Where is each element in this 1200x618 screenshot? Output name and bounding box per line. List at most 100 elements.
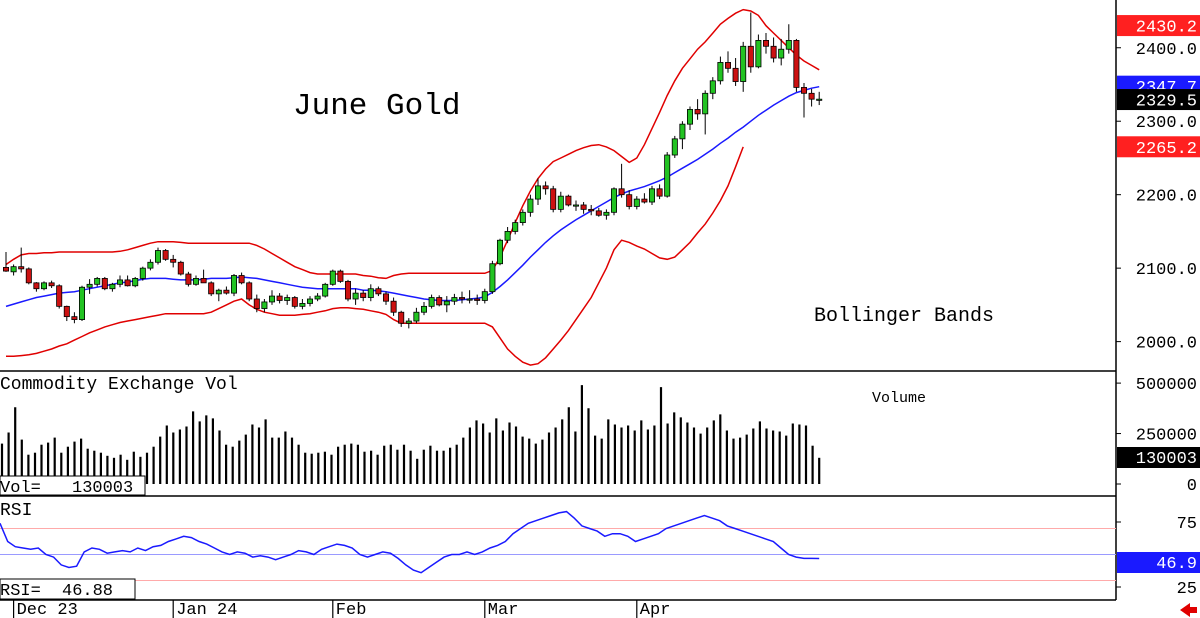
candle-body [200, 278, 207, 284]
candle-body [284, 297, 291, 301]
candle [436, 295, 443, 307]
candle-body [170, 258, 177, 263]
candle [170, 254, 177, 268]
time-axis-label: Jan 24 [176, 601, 237, 618]
candle [618, 163, 625, 198]
candle [557, 191, 564, 213]
candle [398, 310, 405, 327]
candle-body [481, 291, 488, 301]
candle-body [382, 293, 389, 302]
candle-body [785, 40, 792, 50]
candle [687, 106, 694, 131]
candle-body [420, 305, 427, 313]
candle [337, 269, 344, 283]
candle-body [253, 298, 260, 309]
lower-bollinger-band [6, 146, 744, 366]
candle [709, 77, 716, 100]
candle [246, 281, 253, 302]
candle [208, 281, 215, 297]
candle [162, 249, 169, 261]
price-tag-box [1117, 89, 1200, 111]
candle-body [626, 194, 633, 207]
candle [489, 260, 496, 294]
candle-body [101, 278, 108, 290]
time-axis-label: Apr [640, 601, 671, 618]
candle-body [33, 282, 40, 290]
candle [527, 194, 534, 217]
price-axis-tick-label: 2100.0 [1136, 261, 1197, 280]
candle-body [56, 285, 63, 307]
candle-body [451, 297, 458, 302]
candle-body [192, 278, 199, 285]
candle-body [86, 283, 93, 288]
volume-readout-box [0, 475, 146, 496]
candle-body [185, 273, 192, 285]
candle [793, 38, 800, 92]
candle-body [535, 185, 542, 200]
candle-body [276, 295, 283, 301]
candle-body [641, 198, 648, 203]
volume-panel-title: Commodity Exchange Vol [0, 375, 238, 395]
candle-body [18, 266, 25, 270]
candle-body [732, 67, 739, 82]
candle [375, 286, 382, 297]
candle-body [443, 300, 450, 306]
candle-body [124, 279, 131, 287]
candle [230, 274, 237, 297]
candle-body [261, 301, 268, 309]
candle [382, 291, 389, 305]
candle [633, 196, 640, 210]
candle-body [580, 204, 587, 210]
y-axis-ticks: 2000.0 2100.0 2200.0 2300.0 2400.0 0 250000 500… [1116, 41, 1197, 599]
candle [747, 12, 754, 73]
candle-body [139, 267, 146, 279]
candle-body [41, 282, 48, 290]
candle [25, 267, 32, 285]
candle-body [474, 298, 481, 301]
volume-axis-tick-label: 0 [1187, 477, 1197, 496]
scroll-left-arrow-icon[interactable] [1180, 603, 1197, 617]
candle-body [755, 40, 762, 68]
candle-body [405, 320, 412, 324]
candle-body [816, 98, 823, 101]
candle-body [367, 288, 374, 298]
candle-body [322, 283, 329, 297]
candle [535, 178, 542, 205]
bollinger-bands [5, 8, 820, 366]
candle-body [94, 278, 101, 285]
candle-body [656, 188, 663, 197]
candle [588, 204, 595, 216]
candle-body [147, 261, 154, 269]
candle-body [740, 45, 747, 82]
candle-body [299, 303, 306, 307]
candle-body [329, 270, 336, 285]
candle [785, 24, 792, 54]
time-axis-label: Dec 23 [17, 601, 78, 618]
candle [314, 293, 321, 302]
candle-body [725, 62, 732, 69]
candle-body [542, 185, 549, 190]
candle-body [687, 109, 694, 125]
volume-label: Volume [872, 390, 926, 407]
candle [360, 290, 367, 302]
candle-body [398, 311, 405, 324]
rsi-line [0, 510, 820, 574]
volume-axis-tick-label: 250000 [1136, 427, 1197, 446]
upper-bollinger-band [5, 8, 820, 280]
time-axis-label: Mar [488, 601, 519, 618]
candle-body [458, 297, 465, 300]
candle-body [611, 188, 618, 213]
rsi-panel-title: RSI [0, 501, 32, 521]
candle [329, 269, 336, 286]
candle [816, 91, 823, 106]
candle [86, 279, 93, 294]
candle [466, 290, 473, 304]
candle [154, 247, 161, 265]
candle [641, 193, 648, 204]
candle-body [238, 275, 245, 284]
candle [139, 266, 146, 281]
candle-body [268, 295, 275, 303]
candle-body [390, 300, 397, 313]
candle-body [436, 297, 443, 306]
volume-last-value-text: 130003 [1136, 450, 1197, 469]
